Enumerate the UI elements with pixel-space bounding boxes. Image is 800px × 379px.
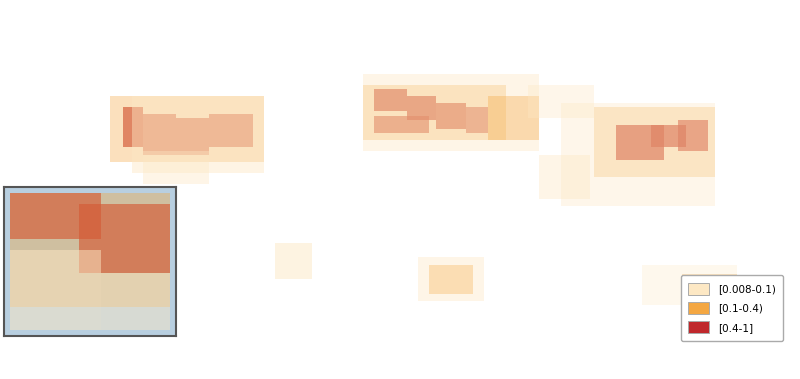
Bar xyxy=(143,151,209,184)
Bar xyxy=(561,103,715,206)
Bar xyxy=(678,120,709,151)
Bar xyxy=(642,265,737,305)
Bar xyxy=(363,85,506,140)
Bar xyxy=(102,273,170,330)
Bar xyxy=(651,125,686,147)
Bar xyxy=(539,155,590,199)
Bar xyxy=(78,204,170,273)
Bar xyxy=(10,193,102,238)
Bar xyxy=(132,96,264,173)
Bar xyxy=(10,250,102,330)
Bar xyxy=(466,107,488,133)
Bar xyxy=(10,193,170,307)
Bar xyxy=(176,118,209,155)
Bar xyxy=(275,243,312,279)
Bar xyxy=(594,107,715,177)
Bar xyxy=(363,74,539,151)
Bar xyxy=(418,257,484,301)
Bar xyxy=(143,114,176,155)
Bar xyxy=(616,125,664,160)
Bar xyxy=(682,274,737,305)
Legend: [0.008-0.1), [0.1-0.4), [0.4-1]: [0.008-0.1), [0.1-0.4), [0.4-1] xyxy=(682,275,783,341)
Bar xyxy=(488,96,539,140)
Bar xyxy=(123,107,143,147)
Bar xyxy=(528,85,594,118)
Bar xyxy=(209,114,253,147)
Bar xyxy=(429,265,473,294)
Bar xyxy=(436,103,466,129)
Bar xyxy=(699,283,733,305)
Bar xyxy=(110,96,264,162)
Bar xyxy=(374,89,407,111)
Bar xyxy=(407,96,436,120)
Bar xyxy=(374,116,429,133)
